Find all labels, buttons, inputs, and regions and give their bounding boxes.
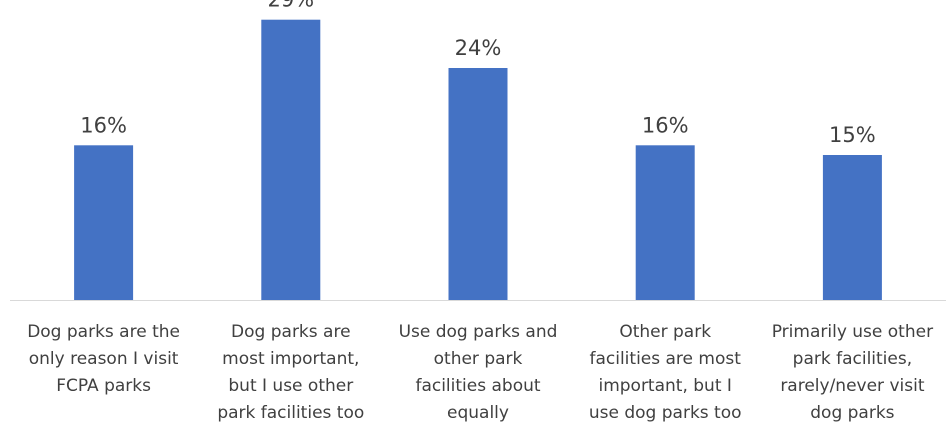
category-label-4-line-3: important, but I (598, 376, 731, 396)
category-label-1-line-1: Dog parks are the (27, 322, 180, 342)
bar-5 (822, 155, 882, 300)
data-labels-group: 16% 29% 24% 16% 15% (80, 0, 875, 147)
category-label-4-line-2: facilities are most (589, 349, 741, 369)
category-label-3-line-3: facilities about (415, 376, 540, 396)
category-label-5-line-2: park facilities, (793, 349, 912, 369)
bar-3 (448, 68, 508, 300)
bar-2 (261, 19, 321, 300)
category-label-1-line-3: FCPA parks (56, 376, 151, 396)
category-label-2-line-2: most important, (222, 349, 359, 369)
category-label-2-line-3: but I use other (228, 376, 353, 396)
category-labels-group: Dog parks are the only reason I visit FCPA… (27, 322, 933, 423)
category-label-4-line-4: use dog parks too (589, 403, 742, 423)
category-label-3-line-4: equally (447, 403, 509, 423)
category-label-2-line-1: Dog parks are (231, 322, 350, 342)
data-label-1: 16% (80, 113, 127, 137)
bars-group (74, 19, 882, 300)
bar-4 (635, 145, 695, 300)
category-label-5-line-1: Primarily use other (772, 322, 933, 342)
category-label-3-line-2: other park (434, 349, 523, 369)
category-label-3-line-1: Use dog parks and (399, 322, 558, 342)
category-label-1-line-2: only reason I visit (29, 349, 179, 369)
category-label-5-line-4: dog parks (810, 403, 894, 423)
data-label-4: 16% (642, 113, 689, 137)
data-label-5: 15% (829, 123, 876, 147)
data-label-2: 29% (267, 0, 314, 12)
category-label-4-line-1: Other park (619, 322, 711, 342)
category-label-5-line-3: rarely/never visit (780, 376, 925, 396)
bar-1 (74, 145, 134, 300)
category-label-2-line-4: park facilities too (217, 403, 364, 423)
data-label-3: 24% (455, 36, 502, 60)
